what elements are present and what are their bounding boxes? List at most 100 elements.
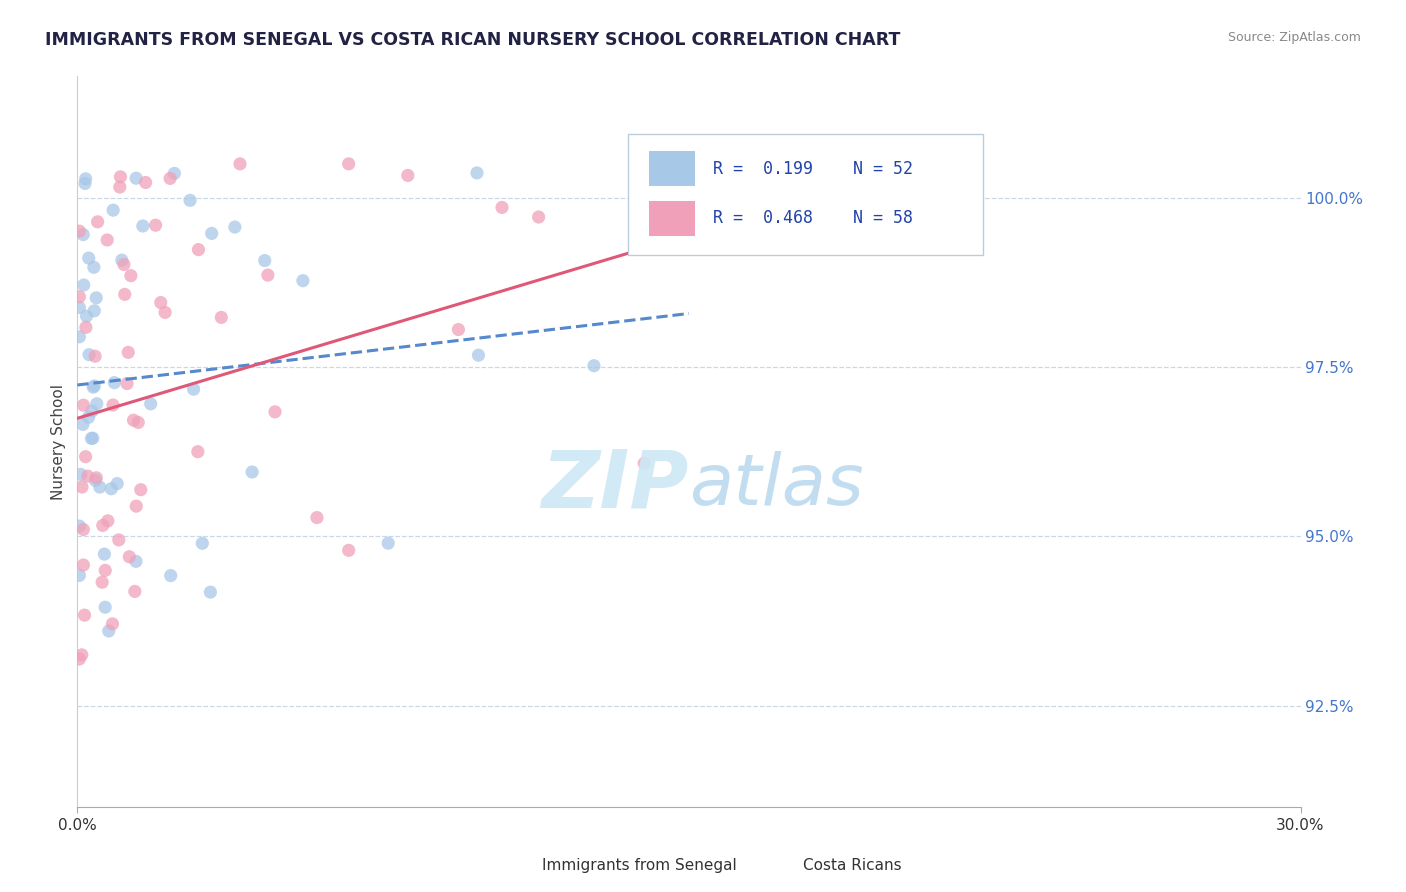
Point: [86, 215, 108, 229]
Point: [73, 177, 96, 191]
Point: [110, 169, 132, 184]
Point: [84, 291, 107, 305]
Text: Immigrants from Senegal: Immigrants from Senegal: [543, 858, 737, 873]
Point: [491, 201, 513, 215]
Point: [75, 320, 97, 334]
Point: [112, 257, 135, 271]
Text: Costa Ricans: Costa Ricans: [803, 858, 901, 873]
Point: [633, 456, 655, 470]
Point: [183, 382, 205, 396]
Point: [224, 220, 246, 235]
Point: [67, 224, 90, 238]
Point: [67, 330, 90, 344]
Point: [135, 176, 157, 190]
Point: [115, 376, 138, 391]
Text: IMMIGRANTS FROM SENEGAL VS COSTA RICAN NURSERY SCHOOL CORRELATION CHART: IMMIGRANTS FROM SENEGAL VS COSTA RICAN N…: [45, 31, 900, 49]
Point: [77, 410, 100, 425]
Point: [145, 218, 167, 232]
Point: [129, 483, 152, 497]
Point: [114, 287, 136, 301]
Point: [105, 476, 128, 491]
Y-axis label: Nursery School: Nursery School: [51, 384, 66, 500]
Point: [447, 322, 470, 336]
Point: [67, 652, 90, 666]
Point: [125, 171, 148, 186]
Point: [377, 536, 399, 550]
Point: [97, 624, 120, 638]
Point: [73, 608, 96, 623]
Point: [80, 404, 103, 418]
Point: [201, 227, 224, 241]
Point: [91, 575, 114, 590]
Point: [111, 253, 134, 268]
Point: [153, 305, 176, 319]
Point: [337, 157, 360, 171]
Point: [159, 171, 181, 186]
Point: [200, 585, 222, 599]
Point: [337, 543, 360, 558]
Point: [125, 554, 148, 568]
Point: [84, 474, 107, 488]
Point: [209, 310, 232, 325]
Point: [776, 157, 799, 171]
Point: [125, 499, 148, 513]
Point: [72, 558, 94, 572]
Point: [86, 397, 108, 411]
Point: [240, 465, 263, 479]
Point: [77, 251, 100, 265]
Bar: [648, 151, 695, 186]
Point: [139, 397, 162, 411]
Point: [396, 169, 419, 183]
Point: [187, 444, 209, 458]
Point: [132, 219, 155, 233]
Point: [291, 274, 314, 288]
Point: [101, 203, 124, 218]
Point: [963, 238, 986, 252]
Point: [257, 268, 280, 282]
Point: [80, 432, 103, 446]
Point: [86, 471, 108, 485]
Point: [101, 616, 124, 631]
Point: [67, 290, 90, 304]
Point: [84, 349, 107, 363]
Point: [75, 171, 97, 186]
Point: [305, 510, 328, 524]
Point: [159, 568, 181, 582]
FancyBboxPatch shape: [628, 135, 983, 255]
Point: [72, 523, 94, 537]
Point: [96, 233, 118, 247]
Point: [67, 568, 90, 582]
Point: [70, 480, 93, 494]
Point: [467, 348, 489, 362]
Point: [120, 268, 142, 283]
Point: [72, 398, 94, 412]
Point: [94, 600, 117, 615]
Point: [117, 345, 139, 359]
Point: [103, 376, 125, 390]
Text: R =  0.468    N = 58: R = 0.468 N = 58: [713, 210, 914, 227]
Point: [70, 648, 93, 662]
Point: [107, 533, 129, 547]
Bar: [648, 201, 695, 236]
Point: [83, 260, 105, 275]
Point: [108, 180, 131, 194]
Text: atlas: atlas: [689, 451, 863, 520]
Point: [149, 295, 172, 310]
Point: [77, 348, 100, 362]
Point: [82, 380, 104, 394]
Point: [118, 549, 141, 564]
Point: [229, 157, 252, 171]
Point: [264, 405, 287, 419]
Point: [67, 519, 90, 533]
Bar: [769, 855, 796, 879]
Point: [82, 431, 104, 445]
Text: R =  0.199    N = 52: R = 0.199 N = 52: [713, 160, 914, 178]
Point: [179, 194, 201, 208]
Point: [89, 480, 111, 494]
Point: [69, 467, 91, 482]
Point: [93, 547, 115, 561]
Point: [124, 584, 146, 599]
Point: [67, 301, 90, 315]
Point: [253, 253, 276, 268]
Point: [187, 243, 209, 257]
